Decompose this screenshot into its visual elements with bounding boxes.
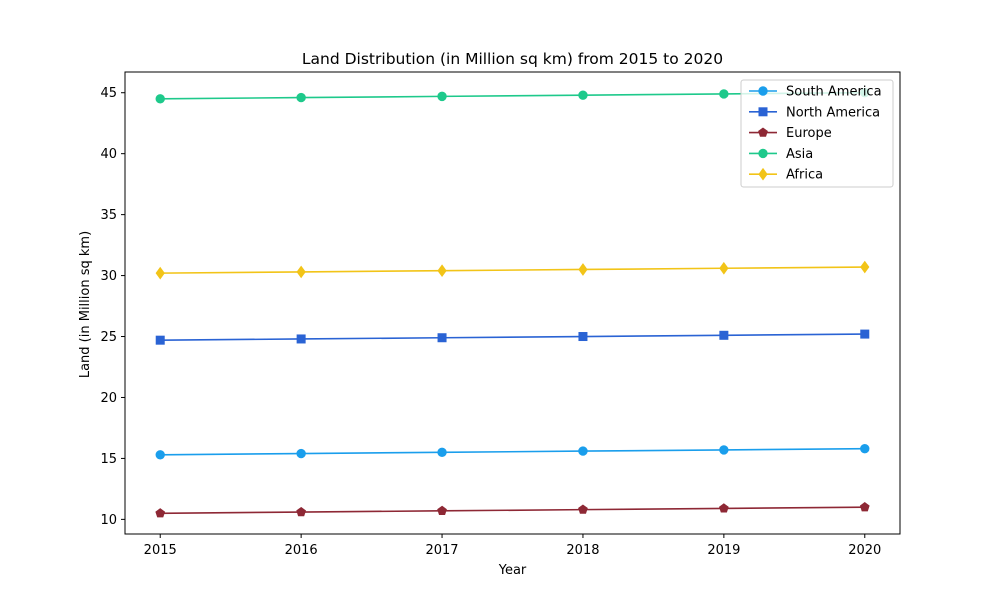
data-point bbox=[719, 261, 729, 275]
data-point bbox=[155, 94, 165, 104]
data-point bbox=[719, 445, 729, 455]
legend-label: Africa bbox=[786, 168, 823, 183]
y-axis-title: Land (in Million sq km) bbox=[78, 231, 93, 378]
y-tick-label: 10 bbox=[100, 513, 117, 528]
legend-marker bbox=[758, 86, 768, 96]
data-point bbox=[718, 503, 729, 513]
data-point bbox=[296, 265, 306, 279]
legend-label: South America bbox=[786, 85, 882, 100]
data-point bbox=[860, 329, 870, 339]
series-line bbox=[160, 266, 865, 274]
series-line bbox=[160, 506, 865, 515]
data-point bbox=[155, 450, 165, 460]
x-axis-title: Year bbox=[498, 563, 527, 578]
chart-title: Land Distribution (in Million sq km) fro… bbox=[302, 50, 723, 68]
series-line bbox=[160, 333, 865, 341]
series-africa bbox=[155, 260, 870, 280]
data-point bbox=[578, 504, 588, 514]
data-point bbox=[155, 335, 165, 345]
data-point bbox=[578, 90, 588, 100]
x-tick-label: 2017 bbox=[425, 543, 458, 558]
legend-item: Asia bbox=[749, 147, 813, 162]
data-point bbox=[578, 332, 588, 342]
legend-marker bbox=[758, 127, 768, 137]
data-point bbox=[578, 263, 588, 276]
data-point bbox=[860, 260, 870, 274]
legend-label: North America bbox=[786, 105, 880, 120]
legend-marker bbox=[758, 167, 768, 181]
legend-item: North America bbox=[749, 105, 880, 120]
legend-marker bbox=[758, 107, 768, 117]
data-point bbox=[719, 330, 729, 340]
legend-item: Africa bbox=[749, 168, 823, 183]
y-tick-label: 30 bbox=[100, 269, 117, 284]
series-north-america bbox=[155, 329, 870, 345]
series-south-america bbox=[155, 443, 870, 460]
legend-item: South America bbox=[749, 85, 882, 100]
x-tick-label: 2019 bbox=[707, 543, 740, 558]
series-line bbox=[160, 447, 865, 456]
series-group bbox=[155, 88, 870, 518]
y-tick-label: 35 bbox=[100, 208, 117, 223]
x-tick-label: 2020 bbox=[848, 543, 881, 558]
data-point bbox=[437, 264, 447, 278]
legend-marker bbox=[758, 148, 768, 159]
y-tick-label: 20 bbox=[100, 391, 117, 406]
data-point bbox=[296, 506, 307, 517]
y-tick-label: 45 bbox=[100, 86, 117, 101]
data-point bbox=[437, 333, 447, 343]
y-tick-label: 40 bbox=[100, 147, 117, 162]
data-point bbox=[437, 505, 447, 515]
data-point bbox=[296, 334, 306, 344]
legend-box bbox=[740, 79, 894, 188]
legend: South America North America Europe Asia Afri… bbox=[740, 79, 894, 188]
x-tick-label: 2015 bbox=[144, 543, 177, 558]
axes: 2015 2016 2017 2018 2019 2020 10 15 20 25 30 35 40 45 bbox=[100, 71, 901, 558]
x-tick-label: 2016 bbox=[285, 543, 318, 558]
data-point bbox=[296, 448, 306, 459]
data-point bbox=[859, 502, 870, 512]
plot-frame bbox=[124, 71, 901, 535]
legend-label: Asia bbox=[786, 147, 813, 162]
legend-label: Europe bbox=[786, 126, 832, 141]
y-tick-label: 25 bbox=[100, 330, 117, 345]
data-point bbox=[155, 508, 166, 518]
y-tick-label: 15 bbox=[100, 452, 117, 467]
data-point bbox=[719, 89, 729, 99]
data-point bbox=[578, 446, 588, 456]
data-point bbox=[437, 91, 447, 102]
data-point bbox=[437, 447, 447, 458]
data-point bbox=[860, 443, 870, 454]
data-point bbox=[155, 266, 165, 280]
data-point bbox=[296, 92, 306, 103]
legend-item: Europe bbox=[749, 126, 832, 141]
x-tick-label: 2018 bbox=[566, 543, 599, 558]
series-europe bbox=[155, 502, 870, 518]
